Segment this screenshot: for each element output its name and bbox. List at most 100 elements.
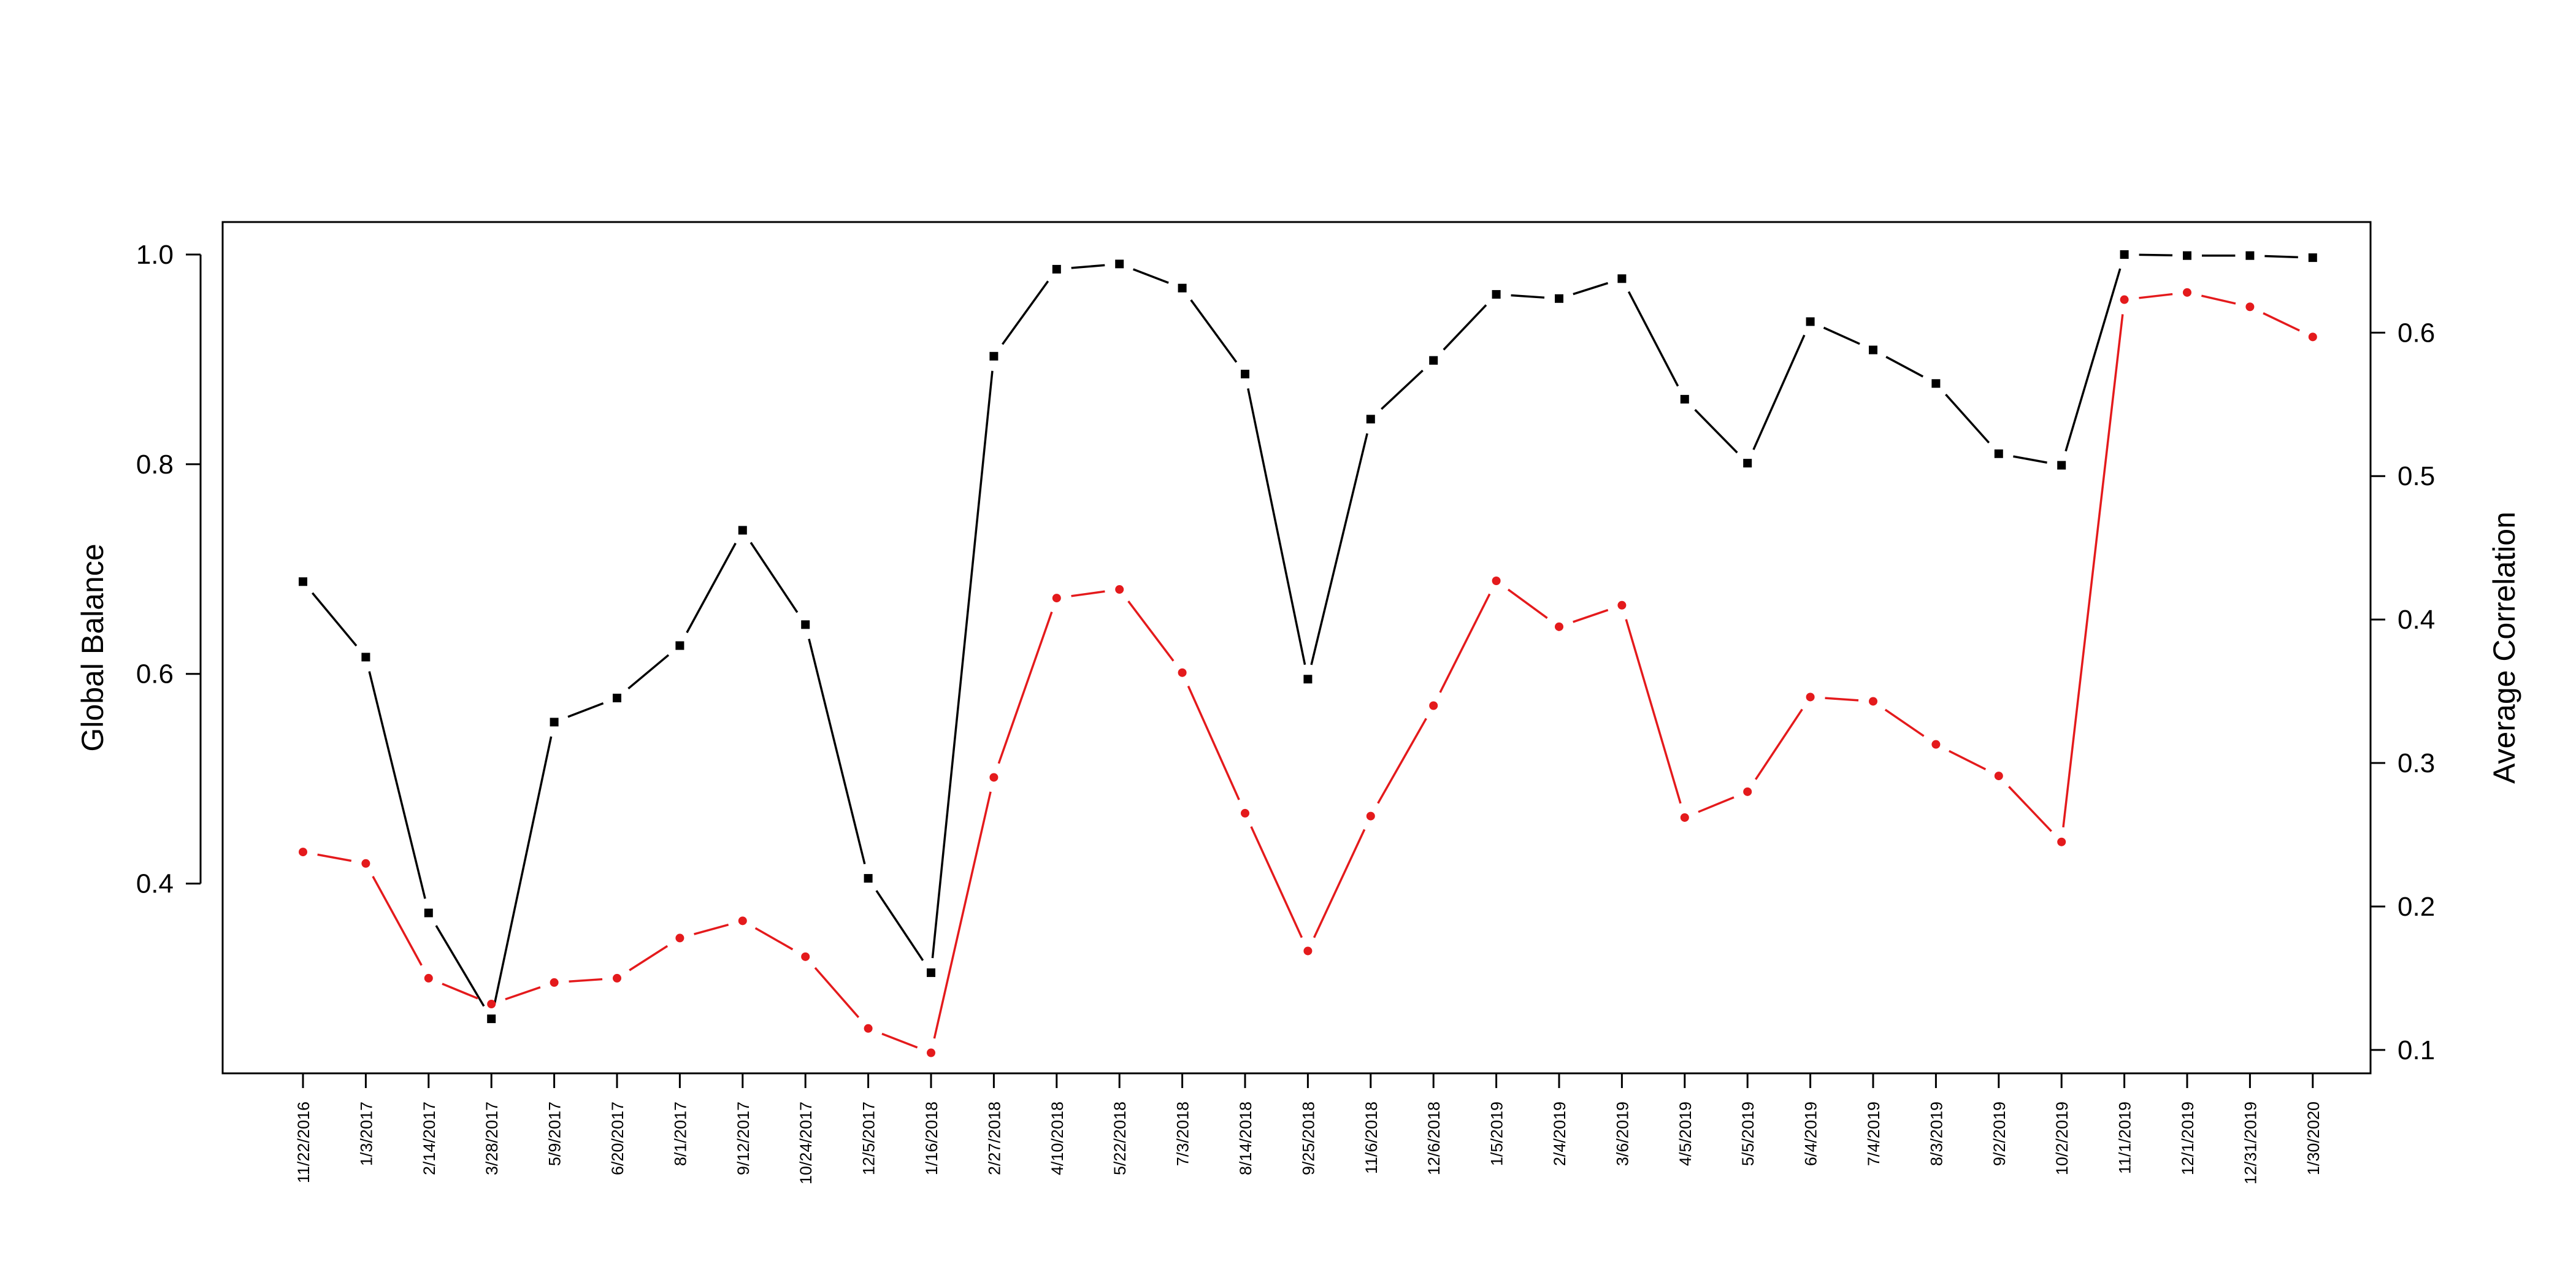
- x-tick-label: 2/14/2017: [420, 1102, 439, 1175]
- data-point-square: [1178, 283, 1187, 293]
- x-tick-label: 11/1/2019: [2116, 1102, 2134, 1174]
- data-point-square: [487, 1014, 496, 1024]
- data-point-circle: [2308, 332, 2317, 342]
- series-segment: [317, 853, 352, 862]
- series-segment: [933, 791, 992, 1039]
- data-point-circle: [1303, 946, 1313, 956]
- data-point-circle: [487, 1000, 496, 1009]
- series-segment: [749, 542, 799, 613]
- right-tick-label: 0.2: [2398, 892, 2435, 922]
- data-point-square: [1115, 259, 1124, 269]
- x-tick-label: 10/2/2019: [2053, 1102, 2071, 1175]
- data-point-square: [927, 968, 935, 977]
- series-segment: [875, 890, 924, 961]
- series-segment: [1884, 708, 1925, 737]
- series-segment: [505, 986, 541, 1000]
- x-tick-label: 9/2/2019: [1990, 1102, 2009, 1166]
- data-point-circle: [1429, 701, 1438, 710]
- series-segment: [629, 945, 669, 972]
- data-point-square: [550, 718, 559, 727]
- data-point-circle: [2057, 837, 2066, 846]
- series-segment: [1949, 749, 1987, 770]
- series-segment: [754, 927, 794, 951]
- right-tick-label: 0.5: [2398, 461, 2435, 491]
- series-segment: [1127, 600, 1175, 662]
- series-segment: [1507, 588, 1548, 619]
- series-segment: [2264, 255, 2298, 259]
- series-segment: [2263, 312, 2300, 332]
- x-tick-label: 8/1/2017: [671, 1102, 689, 1166]
- data-point-circle: [299, 848, 307, 857]
- data-point-square: [1806, 317, 1815, 326]
- series-segment: [1627, 291, 1679, 387]
- data-point-square: [1303, 675, 1313, 684]
- x-tick-label: 1/5/2019: [1488, 1102, 1506, 1166]
- series-segment: [312, 592, 358, 647]
- series-segment: [569, 978, 603, 983]
- series-segment: [881, 1032, 918, 1049]
- x-tick-label: 2/27/2018: [985, 1102, 1003, 1175]
- data-point-circle: [2183, 288, 2191, 297]
- series-segment: [493, 736, 553, 1005]
- series-segment: [2062, 314, 2124, 828]
- data-point-circle: [1869, 697, 1877, 706]
- y-axis-title-left: Global Balance: [75, 543, 110, 751]
- series-segment: [1825, 697, 1859, 702]
- x-tick-label: 1/30/2020: [2304, 1102, 2323, 1175]
- data-point-square: [1492, 289, 1501, 299]
- series-segment: [1511, 294, 1545, 299]
- series-segment: [1187, 685, 1240, 800]
- series-segment: [2201, 294, 2236, 305]
- series-segment: [931, 370, 994, 959]
- data-point-circle: [361, 859, 370, 868]
- left-y-axis: 0.4 0.6 0.8 1.0: [136, 240, 202, 899]
- series-segment: [1381, 369, 1424, 410]
- data-point-square: [738, 526, 747, 535]
- series-segment: [1190, 299, 1238, 363]
- series-segment: [1945, 393, 1990, 444]
- data-point-square: [361, 653, 370, 662]
- data-point-circle: [864, 1024, 873, 1033]
- data-point-circle: [1617, 600, 1627, 610]
- data-point-circle: [2245, 302, 2255, 312]
- series-segment: [1310, 433, 1368, 665]
- plot-frame: [221, 221, 2372, 1075]
- data-point-square: [1931, 379, 1941, 388]
- data-point-circle: [2120, 295, 2129, 304]
- series-segment: [1132, 268, 1169, 284]
- series-segment: [1071, 264, 1105, 269]
- series-segment: [1625, 619, 1682, 804]
- data-point-circle: [1366, 811, 1375, 821]
- series-segment: [1313, 829, 1366, 938]
- x-axis: 11/22/2016 1/3/2017 2/14/2017 3/28/2017 5/9/…: [294, 1072, 2323, 1184]
- right-tick-label: 0.3: [2398, 748, 2435, 778]
- data-point-circle: [1052, 594, 1061, 603]
- series-segment: [1573, 608, 1609, 623]
- x-tick-label: 6/20/2017: [608, 1102, 627, 1175]
- series-segment: [1752, 334, 1806, 450]
- data-point-square: [1241, 369, 1249, 378]
- data-point-circle: [1178, 668, 1187, 677]
- series-segment: [1002, 280, 1049, 345]
- series-segment: [2064, 268, 2122, 452]
- series-segment: [368, 671, 426, 899]
- data-point-square: [1743, 459, 1752, 468]
- data-point-circle: [1680, 813, 1689, 822]
- x-tick-label: 6/4/2019: [1802, 1102, 1820, 1166]
- data-point-circle: [738, 916, 747, 926]
- data-point-square: [1052, 264, 1061, 274]
- y-axis-title-right: Average Correlation: [2487, 512, 2521, 784]
- series-segment: [1443, 304, 1487, 351]
- series-segment: [694, 924, 729, 935]
- left-tick-label: 1.0: [136, 240, 174, 270]
- series-segment: [1247, 388, 1306, 665]
- data-point-square: [989, 351, 999, 361]
- x-tick-label: 10/24/2017: [797, 1102, 815, 1184]
- x-tick-label: 11/22/2016: [294, 1102, 313, 1183]
- series-segment: [1250, 826, 1303, 938]
- data-point-square: [1617, 274, 1627, 283]
- series-left: [299, 250, 2317, 1024]
- right-y-axis: 0.1 0.2 0.3 0.4 0.5 0.6: [2369, 318, 2435, 1065]
